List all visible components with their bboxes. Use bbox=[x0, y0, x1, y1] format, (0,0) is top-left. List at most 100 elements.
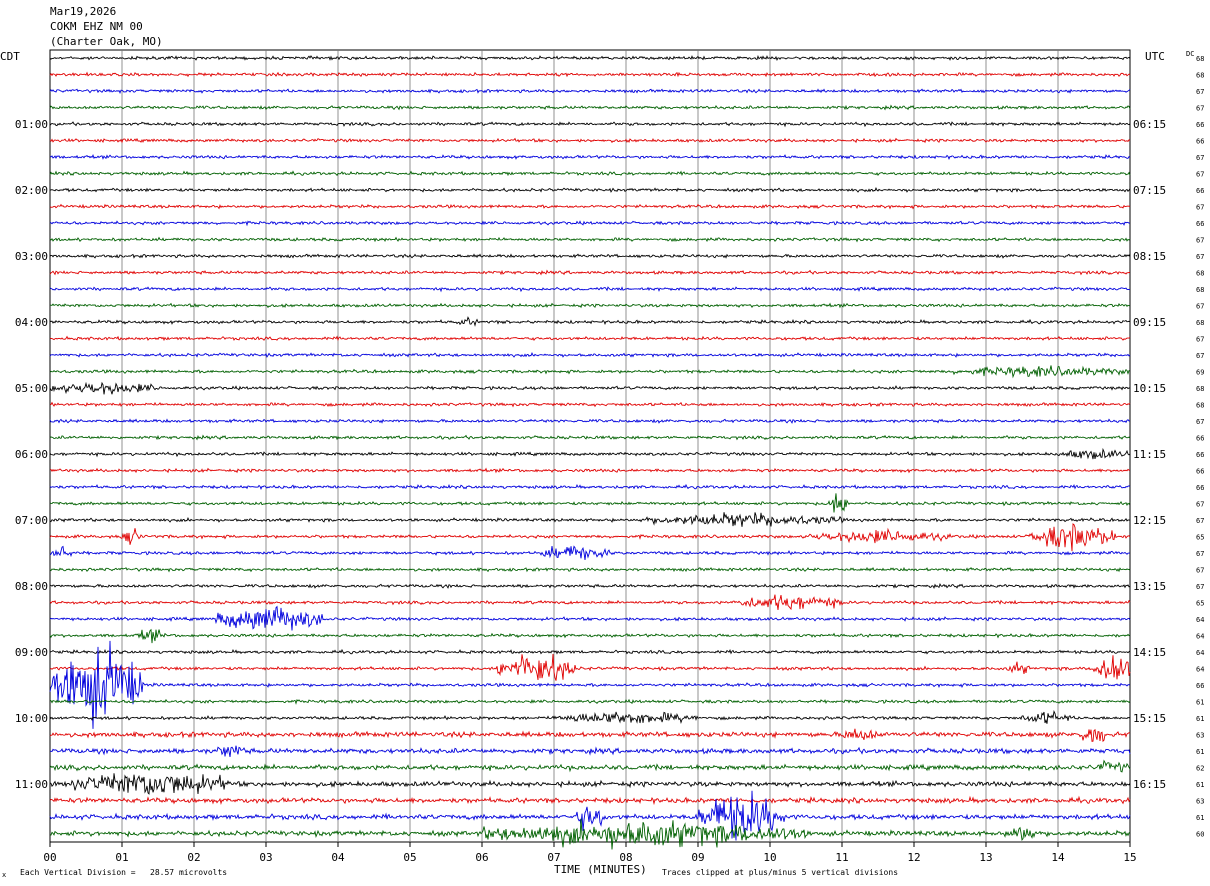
dc-offset-label: 67 bbox=[1196, 204, 1204, 212]
x-tick-label: 08 bbox=[619, 851, 632, 864]
seismic-trace bbox=[49, 545, 1131, 561]
seismic-trace bbox=[49, 795, 1131, 806]
left-hour-label: 03:00 bbox=[15, 250, 48, 263]
right-axis-label: UTC bbox=[1145, 50, 1165, 63]
x-tick-label: 02 bbox=[187, 851, 200, 864]
seismic-trace bbox=[49, 104, 1131, 111]
seismic-trace bbox=[49, 365, 1131, 379]
x-tick-label: 15 bbox=[1123, 851, 1136, 864]
dc-offset-label: 68 bbox=[1196, 385, 1204, 393]
left-axis-label: CDT bbox=[0, 50, 20, 63]
x-tick-label: 09 bbox=[691, 851, 704, 864]
dc-offset-label: 67 bbox=[1196, 567, 1204, 575]
x-tick-label: 05 bbox=[403, 851, 416, 864]
dc-offset-label: 61 bbox=[1196, 699, 1204, 707]
seismic-trace bbox=[49, 335, 1131, 342]
x-tick-label: 12 bbox=[907, 851, 920, 864]
dc-offset-label: 63 bbox=[1196, 798, 1204, 806]
x-tick-label: 03 bbox=[259, 851, 272, 864]
dc-offset-label: 67 bbox=[1196, 418, 1204, 426]
seismic-trace bbox=[49, 523, 1131, 552]
right-hour-label: 07:15 bbox=[1133, 184, 1166, 197]
trace-group bbox=[49, 54, 1131, 850]
seismic-trace bbox=[49, 401, 1131, 408]
seismic-trace bbox=[49, 71, 1131, 78]
right-hour-label: 15:15 bbox=[1133, 712, 1166, 725]
right-hour-label: 16:15 bbox=[1133, 778, 1166, 791]
seismic-trace bbox=[49, 648, 1131, 655]
dc-offset-label: 66 bbox=[1196, 435, 1204, 443]
seismic-trace bbox=[49, 220, 1131, 227]
seismic-trace bbox=[49, 121, 1131, 128]
dc-offset-label: 67 bbox=[1196, 171, 1204, 179]
seismic-trace bbox=[49, 447, 1131, 460]
dc-offset-label: 67 bbox=[1196, 501, 1204, 509]
dc-offset-label: 67 bbox=[1196, 352, 1204, 360]
seismic-trace bbox=[49, 137, 1131, 144]
seismic-trace bbox=[49, 493, 1131, 513]
seismic-trace bbox=[49, 512, 1131, 527]
dc-offset-label: 68 bbox=[1196, 55, 1204, 63]
dc-offset-label: 68 bbox=[1196, 286, 1204, 294]
right-hour-label: 14:15 bbox=[1133, 646, 1166, 659]
dc-offset-label: 68 bbox=[1196, 270, 1204, 278]
dc-offset-label: 66 bbox=[1196, 484, 1204, 492]
dc-offset-label: 62 bbox=[1196, 765, 1204, 773]
seismic-trace bbox=[49, 269, 1131, 276]
corner-mark: x bbox=[2, 871, 6, 879]
left-hour-label: 10:00 bbox=[15, 712, 48, 725]
seismic-trace bbox=[49, 709, 1131, 725]
dc-offset-label: 69 bbox=[1196, 369, 1204, 377]
seismic-trace bbox=[49, 640, 1131, 729]
dc-offset-label: 65 bbox=[1196, 600, 1204, 608]
dc-offset-label: 64 bbox=[1196, 666, 1204, 674]
seismic-trace bbox=[50, 818, 1131, 850]
x-axis-title: TIME (MINUTES) bbox=[554, 863, 647, 876]
seismic-trace bbox=[49, 203, 1131, 210]
left-hour-label: 06:00 bbox=[15, 448, 48, 461]
header-location: (Charter Oak, MO) bbox=[50, 35, 163, 48]
dc-offset-label: 63 bbox=[1196, 732, 1204, 740]
dc-offset-label: 64 bbox=[1196, 649, 1204, 657]
dc-offset-label: 67 bbox=[1196, 583, 1204, 591]
dc-offset-label: 66 bbox=[1196, 682, 1204, 690]
right-hour-label: 09:15 bbox=[1133, 316, 1166, 329]
left-hour-label: 02:00 bbox=[15, 184, 48, 197]
dc-offset-label: 64 bbox=[1196, 616, 1204, 624]
dc-label: DC bbox=[1186, 50, 1194, 58]
left-hour-label: 05:00 bbox=[15, 382, 48, 395]
seismic-trace bbox=[49, 154, 1131, 160]
dc-offset-label: 68 bbox=[1196, 72, 1204, 80]
seismic-trace bbox=[49, 759, 1131, 773]
dc-offset-label: 61 bbox=[1196, 748, 1204, 756]
x-tick-label: 04 bbox=[331, 851, 345, 864]
seismic-trace bbox=[49, 790, 1131, 841]
right-hour-label: 13:15 bbox=[1133, 580, 1166, 593]
seismic-trace bbox=[49, 170, 1131, 177]
seismic-trace bbox=[49, 698, 1131, 705]
dc-offset-label: 66 bbox=[1196, 468, 1204, 476]
dc-offset-label: 64 bbox=[1196, 633, 1204, 641]
seismic-trace bbox=[49, 253, 1131, 259]
seismic-trace bbox=[49, 594, 1131, 611]
dc-offset-label: 68 bbox=[1196, 319, 1204, 327]
seismic-trace bbox=[49, 88, 1131, 94]
seismic-trace bbox=[49, 381, 1131, 395]
dc-offset-label: 67 bbox=[1196, 105, 1204, 113]
clip-note: Traces clipped at plus/minus 5 vertical … bbox=[662, 868, 898, 877]
seismic-trace bbox=[49, 566, 1131, 573]
seismic-trace bbox=[49, 583, 1131, 590]
seismic-trace bbox=[49, 434, 1131, 441]
seismic-trace bbox=[49, 236, 1131, 243]
header-station: COKM EHZ NM 00 bbox=[50, 20, 143, 33]
dc-offset-label: 67 bbox=[1196, 154, 1204, 162]
dc-offset-label: 68 bbox=[1196, 402, 1204, 410]
dc-offset-label: 61 bbox=[1196, 781, 1204, 789]
right-hour-label: 11:15 bbox=[1133, 448, 1166, 461]
plot-frame bbox=[49, 49, 1131, 843]
seismic-trace bbox=[49, 654, 1131, 681]
seismic-trace bbox=[49, 316, 1131, 327]
x-tick-label: 13 bbox=[979, 851, 992, 864]
x-tick-label: 00 bbox=[43, 851, 56, 864]
